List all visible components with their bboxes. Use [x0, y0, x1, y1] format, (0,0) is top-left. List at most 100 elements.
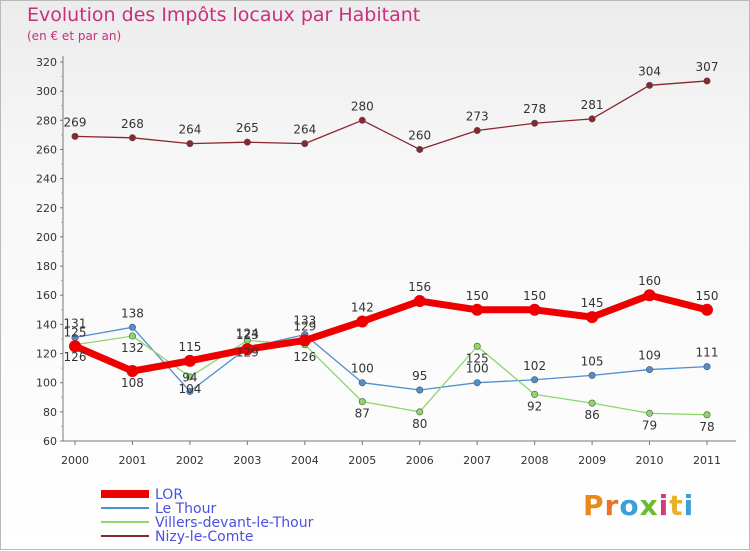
data-point	[183, 354, 196, 367]
legend-label: Le Thour	[155, 501, 216, 517]
series-line	[74, 335, 708, 416]
data-point	[473, 379, 481, 387]
data-label: 126	[64, 350, 87, 364]
data-point	[531, 119, 539, 127]
y-tick-label: 200	[36, 231, 57, 244]
data-point	[413, 295, 426, 308]
logo-letter: r	[604, 489, 620, 522]
legend-item: Le Thour	[101, 501, 216, 517]
series-le-thour	[71, 323, 711, 395]
data-point	[586, 311, 599, 324]
data-label: 307	[696, 60, 719, 74]
data-label: 280	[351, 99, 374, 113]
y-tick-label: 160	[36, 289, 57, 302]
data-point	[643, 289, 656, 302]
data-label: 304	[638, 64, 661, 78]
data-label: 150	[696, 289, 719, 303]
data-point	[243, 138, 251, 146]
data-label: 100	[466, 362, 489, 376]
data-point	[531, 390, 539, 398]
data-label: 264	[293, 123, 316, 137]
data-point	[186, 140, 194, 148]
y-tick-label: 300	[36, 85, 57, 98]
data-point	[186, 387, 194, 395]
data-label: 126	[293, 350, 316, 364]
data-label: 125	[64, 325, 87, 339]
data-label: 264	[178, 123, 201, 137]
x-tick-label: 2002	[176, 454, 204, 467]
y-tick-label: 60	[43, 435, 57, 448]
chart-title: Evolution des Impôts locaux par Habitant	[27, 4, 421, 26]
series-nizy-le-comte	[71, 77, 711, 153]
data-point	[588, 399, 596, 407]
data-label: 268	[121, 117, 144, 131]
data-point	[358, 398, 366, 406]
data-label: 281	[581, 98, 604, 112]
data-label: 125	[466, 351, 489, 365]
y-tick-label: 120	[36, 348, 57, 361]
legend-item: LOR	[101, 487, 183, 503]
data-label: 104	[178, 382, 201, 396]
data-label: 92	[527, 399, 542, 413]
data-label: 131	[64, 317, 87, 331]
logo-letter: o	[619, 489, 640, 522]
data-point	[358, 379, 366, 387]
data-point	[531, 376, 539, 384]
data-label: 129	[236, 345, 259, 359]
data-point	[69, 340, 81, 353]
data-point	[301, 140, 309, 148]
data-label: 265	[236, 121, 259, 135]
y-tick-label: 260	[36, 143, 57, 156]
x-tick-label: 2008	[521, 454, 549, 467]
data-point	[71, 132, 79, 140]
data-label: 111	[696, 346, 719, 360]
data-point	[416, 145, 424, 153]
data-label: 102	[523, 359, 546, 373]
data-label: 150	[523, 289, 546, 303]
data-label: 80	[412, 417, 427, 431]
x-tick-label: 2003	[233, 454, 261, 467]
data-point	[588, 115, 596, 123]
data-label: 100	[351, 362, 374, 376]
x-tick-label: 2009	[578, 454, 606, 467]
data-point	[298, 334, 311, 347]
data-label: 160	[638, 274, 661, 288]
data-point	[186, 373, 194, 381]
data-label: 132	[121, 341, 144, 355]
data-label: 138	[121, 306, 144, 320]
data-label: 124	[236, 327, 259, 341]
data-point	[646, 409, 654, 417]
legend-label: Nizy-le-Comte	[155, 529, 253, 545]
data-point	[646, 81, 654, 89]
data-label: 129	[293, 319, 316, 333]
data-label: 87	[355, 407, 370, 421]
legend-label: LOR	[155, 487, 183, 503]
data-point	[358, 116, 366, 124]
x-tick-label: 2000	[61, 454, 89, 467]
data-point	[128, 332, 136, 340]
y-tick-label: 180	[36, 260, 57, 273]
x-tick-label: 2005	[348, 454, 376, 467]
data-label: 108	[121, 376, 144, 390]
logo-letter: x	[639, 489, 659, 522]
x-tick-label: 2010	[636, 454, 664, 467]
data-label: 78	[699, 420, 714, 434]
legend-item: Villers-devant-le-Thour	[101, 515, 314, 531]
data-label: 269	[64, 115, 87, 129]
data-label: 278	[523, 102, 546, 116]
data-label: 142	[351, 300, 374, 314]
logo-letter: P	[583, 489, 605, 522]
y-tick-label: 240	[36, 173, 57, 186]
data-label: 109	[638, 349, 661, 363]
series-lor	[69, 289, 713, 378]
data-label: 150	[466, 289, 489, 303]
x-tick-label: 2006	[406, 454, 434, 467]
y-tick-label: 280	[36, 114, 57, 127]
data-point	[356, 315, 369, 328]
x-tick-label: 2001	[118, 454, 146, 467]
data-label: 133	[293, 314, 316, 328]
data-point	[128, 323, 136, 331]
data-point	[473, 127, 481, 135]
